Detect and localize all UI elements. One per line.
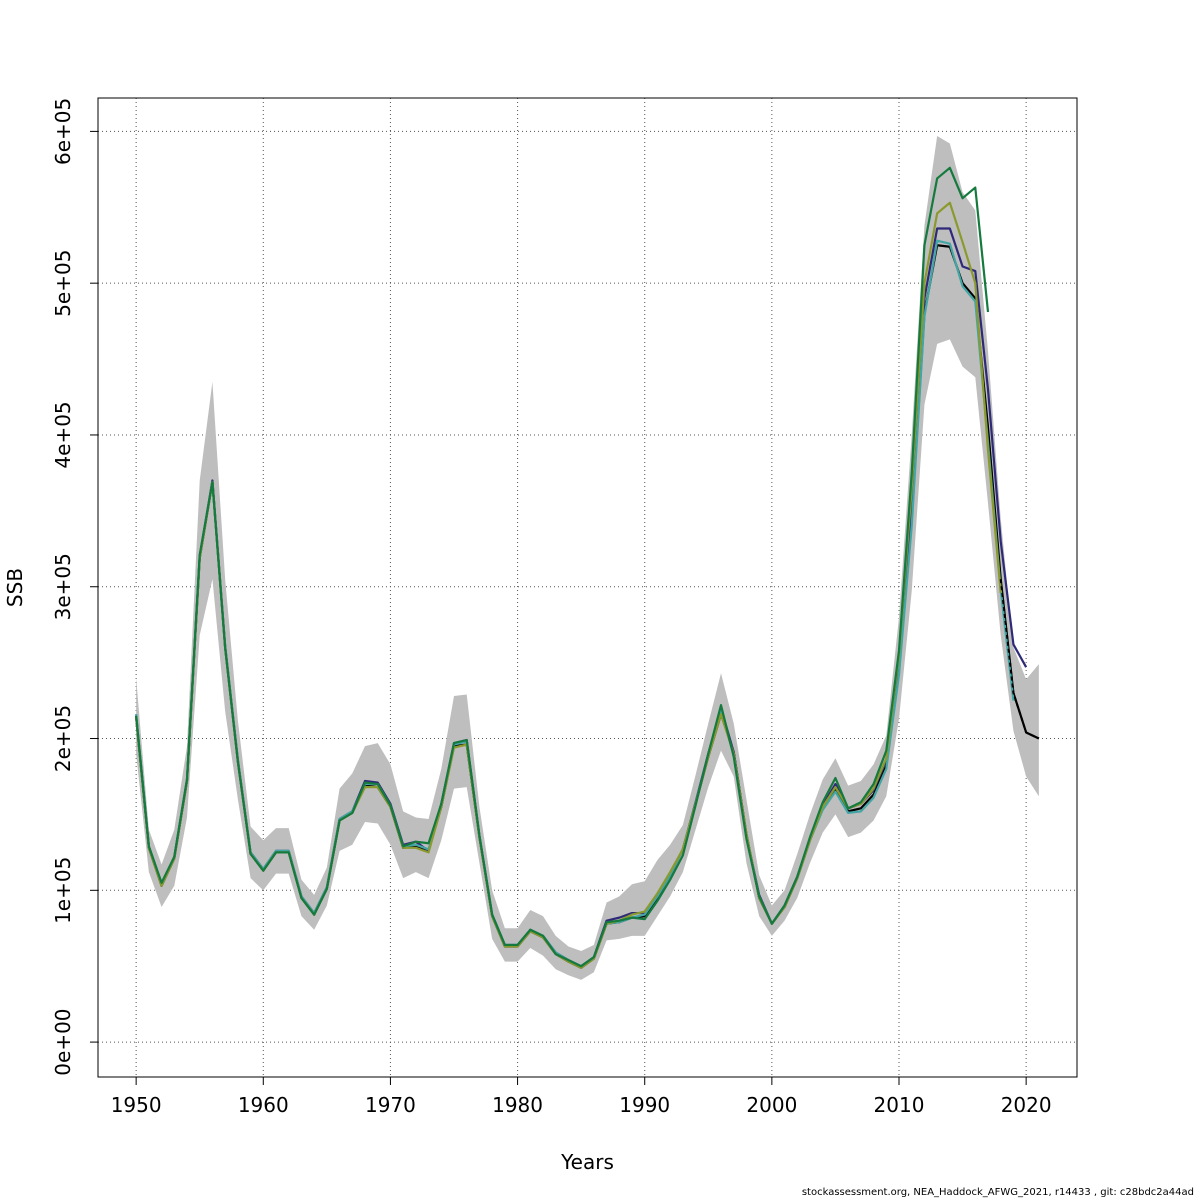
y-tick-label: 0e+00 <box>51 1008 75 1075</box>
x-tick-label: 2000 <box>746 1093 797 1117</box>
y-axis-title: SSB <box>3 568 27 607</box>
x-tick-label: 1980 <box>492 1093 543 1117</box>
y-tick-label: 4e+05 <box>51 401 75 468</box>
x-tick-label: 2020 <box>1001 1093 1052 1117</box>
y-tick-label: 6e+05 <box>51 98 75 165</box>
x-tick-label: 1950 <box>111 1093 162 1117</box>
y-tick-label: 1e+05 <box>51 857 75 924</box>
x-tick-label: 1960 <box>238 1093 289 1117</box>
y-tick-label: 2e+05 <box>51 705 75 772</box>
y-tick-label: 5e+05 <box>51 250 75 317</box>
x-tick-label: 1990 <box>619 1093 670 1117</box>
footer-credit: stockassessment.org, NEA_Haddock_AFWG_20… <box>801 1187 1194 1198</box>
confidence-band <box>136 135 1039 980</box>
series-line-tail <box>999 579 1040 740</box>
x-axis-title: Years <box>560 1150 614 1174</box>
y-axis: 0e+00 1e+05 2e+05 3e+05 4e+05 5e+05 6e+05 <box>51 98 98 1076</box>
x-tick-label: 2010 <box>874 1093 925 1117</box>
series-line-5 <box>135 166 990 968</box>
x-tick-label: 1970 <box>365 1093 416 1117</box>
series-layer <box>135 166 1040 969</box>
confidence-band-layer <box>136 135 1039 980</box>
x-axis: 1950 1960 1970 1980 1990 2000 2010 2020 <box>111 1076 1052 1117</box>
y-tick-label: 3e+05 <box>51 553 75 620</box>
